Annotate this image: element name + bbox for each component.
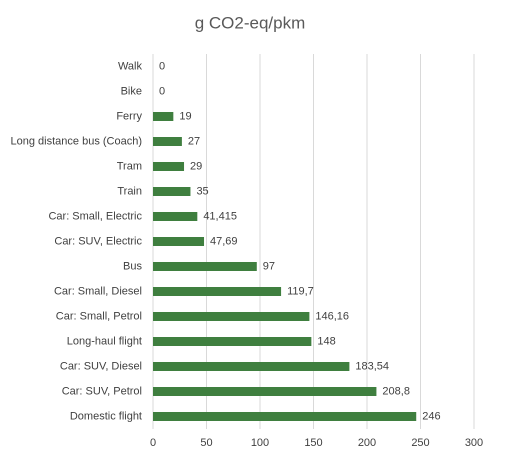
y-tick-label: Car: SUV, Electric (54, 235, 142, 247)
y-tick-label: Domestic flight (70, 410, 142, 422)
y-tick-label: Bike (121, 85, 142, 97)
x-tick-label: 50 (200, 437, 212, 449)
bar (153, 112, 174, 121)
y-tick-label: Car: SUV, Diesel (60, 360, 142, 372)
value-label: 119,7 (287, 285, 314, 297)
value-label: 146,16 (315, 310, 349, 322)
value-label: 27 (188, 135, 200, 147)
bar (153, 387, 377, 396)
y-tick-label: Car: Small, Diesel (54, 285, 142, 297)
y-tick-label: Train (117, 185, 142, 197)
y-tick-label: Walk (118, 60, 143, 72)
bar (153, 337, 312, 346)
value-label: 183,54 (355, 360, 389, 372)
y-tick-label: Bus (123, 260, 142, 272)
bar (153, 362, 350, 371)
bar (153, 412, 417, 421)
x-tick-label: 150 (304, 437, 322, 449)
value-label: 19 (179, 110, 191, 122)
value-label: 148 (317, 335, 335, 347)
x-tick-label: 200 (358, 437, 376, 449)
value-label: 35 (196, 185, 208, 197)
y-tick-label: Car: Small, Electric (48, 210, 142, 222)
y-tick-label: Long-haul flight (67, 335, 142, 347)
value-label: 29 (190, 160, 202, 172)
x-tick-label: 300 (465, 437, 483, 449)
value-label: 0 (159, 85, 165, 97)
y-tick-label: Tram (117, 160, 142, 172)
bar (153, 137, 182, 146)
y-tick-label: Car: Small, Petrol (56, 310, 142, 322)
value-label: 208,8 (382, 385, 410, 397)
value-label: 97 (263, 260, 275, 272)
chart-title: g CO2-eq/pkm (195, 13, 306, 32)
y-tick-label: Ferry (116, 110, 142, 122)
bar (153, 262, 257, 271)
y-tick-label: Long distance bus (Coach) (11, 135, 142, 147)
value-label: 0 (159, 60, 165, 72)
value-label: 47,69 (210, 235, 238, 247)
x-tick-label: 100 (251, 437, 269, 449)
bar (153, 162, 185, 171)
bar (153, 237, 205, 246)
bar (153, 312, 310, 321)
value-label: 41,415 (203, 210, 237, 222)
bar (153, 187, 191, 196)
x-tick-label: 0 (150, 437, 156, 449)
x-tick-label: 250 (411, 437, 429, 449)
y-tick-label: Car: SUV, Petrol (62, 385, 142, 397)
bar (153, 287, 282, 296)
value-label: 246 (422, 410, 440, 422)
bar (153, 212, 198, 221)
